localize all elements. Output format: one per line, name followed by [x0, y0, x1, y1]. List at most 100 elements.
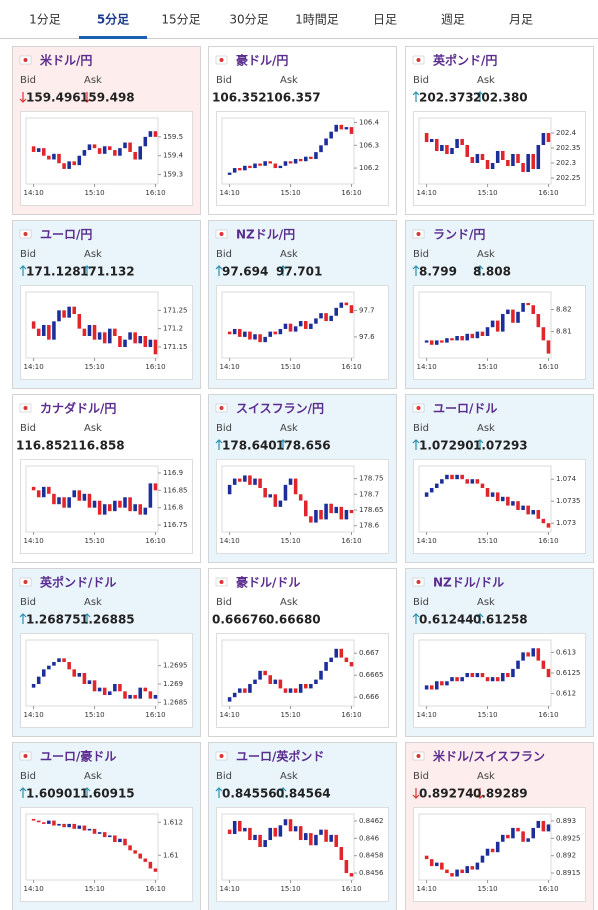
- bid-value: 106.352: [212, 91, 267, 105]
- ask-value: 0.89289: [473, 787, 528, 801]
- candle: [102, 146, 107, 154]
- candle: [232, 820, 237, 834]
- candle: [324, 662, 328, 671]
- candle: [62, 310, 66, 318]
- candle: [62, 823, 66, 828]
- y-tick-label: 116.75: [163, 521, 188, 529]
- candle: [455, 677, 459, 682]
- y-tick-label: 97.6: [359, 333, 375, 341]
- candle: [314, 834, 318, 846]
- tab[interactable]: 日足: [373, 13, 397, 27]
- x-tick-label: 14:10: [24, 189, 44, 197]
- tab[interactable]: 週足: [441, 13, 465, 27]
- x-tick-label: 15:10: [477, 363, 497, 371]
- candle: [349, 127, 354, 134]
- ask-label: Ask: [280, 75, 298, 86]
- y-tick-label: 171.25: [163, 306, 188, 314]
- candle: [153, 483, 158, 491]
- y-tick-label: 1.074: [556, 475, 577, 483]
- y-tick-label: 178.7: [359, 490, 379, 498]
- candle: [237, 478, 242, 482]
- candle: [490, 320, 495, 328]
- candle: [324, 503, 328, 520]
- candle: [516, 154, 520, 163]
- candle: [445, 681, 449, 686]
- candle: [283, 688, 288, 693]
- candle: [258, 163, 262, 166]
- candle: [526, 838, 530, 842]
- trend-arrow: [19, 92, 27, 103]
- candle: [319, 510, 323, 520]
- candle: [87, 325, 92, 336]
- y-tick-label: 106.4: [359, 119, 380, 127]
- bid-label: Bid: [413, 771, 429, 782]
- candle: [516, 311, 520, 323]
- candle: [495, 677, 500, 682]
- candle: [521, 505, 525, 510]
- candle: [153, 131, 158, 137]
- y-tick-label: 106.3: [359, 141, 379, 149]
- candle: [334, 506, 339, 514]
- tab[interactable]: 1分足: [29, 13, 61, 27]
- trend-arrow: [83, 787, 91, 798]
- candle: [82, 150, 87, 156]
- candle: [298, 321, 303, 327]
- candle: [521, 831, 525, 842]
- bid-value: 116.852: [16, 439, 71, 453]
- x-tick-label: 16:10: [538, 189, 558, 197]
- candle: [485, 848, 490, 856]
- candle: [62, 163, 66, 169]
- chart-box: [216, 111, 389, 206]
- candle: [526, 154, 530, 172]
- candle: [429, 685, 434, 690]
- tab[interactable]: 5分足: [97, 12, 129, 27]
- y-tick-label: 202.4: [556, 129, 577, 137]
- bid-label: Bid: [216, 771, 232, 782]
- plot-area: [221, 813, 355, 881]
- tab[interactable]: 15分足: [161, 13, 200, 27]
- candle: [253, 163, 257, 169]
- candle: [253, 679, 257, 684]
- candle: [87, 493, 92, 508]
- bid-label: Bid: [216, 597, 232, 608]
- ask-value: 171.132: [80, 265, 135, 279]
- candle: [138, 853, 143, 859]
- candle: [72, 823, 77, 829]
- ask-label: Ask: [280, 249, 298, 260]
- candle: [243, 688, 247, 693]
- candle: [319, 670, 323, 680]
- flag-mark: [416, 580, 421, 584]
- y-tick-label: 178.75: [359, 475, 384, 483]
- candle: [133, 695, 137, 699]
- candle: [138, 336, 143, 344]
- candle: [465, 145, 470, 157]
- y-tick-label: 106.2: [359, 164, 379, 172]
- ask-value: 1.26885: [80, 613, 135, 627]
- candle: [506, 496, 510, 506]
- ask-label: Ask: [84, 597, 102, 608]
- candle: [67, 662, 71, 670]
- candle: [36, 676, 41, 684]
- trend-arrow: [476, 613, 484, 624]
- tab[interactable]: 30分足: [229, 13, 268, 27]
- candle: [273, 827, 278, 837]
- candle: [133, 151, 137, 160]
- bid-label: Bid: [216, 249, 232, 260]
- x-tick-label: 16:10: [341, 189, 361, 197]
- x-tick-label: 15:10: [477, 885, 497, 893]
- tab[interactable]: 月足: [509, 13, 533, 27]
- candle: [334, 648, 339, 658]
- tab[interactable]: 1時間足: [295, 13, 339, 27]
- candle: [278, 165, 283, 169]
- candle: [490, 848, 495, 853]
- x-tick-label: 16:10: [538, 363, 558, 371]
- flag-mark: [416, 232, 421, 236]
- candle: [283, 484, 288, 501]
- candle: [344, 860, 349, 874]
- ask-label: Ask: [84, 771, 102, 782]
- trend-arrow: [412, 788, 420, 799]
- candle: [232, 478, 237, 485]
- x-tick-label: 16:10: [341, 711, 361, 719]
- candle: [107, 328, 112, 344]
- candle: [268, 161, 273, 164]
